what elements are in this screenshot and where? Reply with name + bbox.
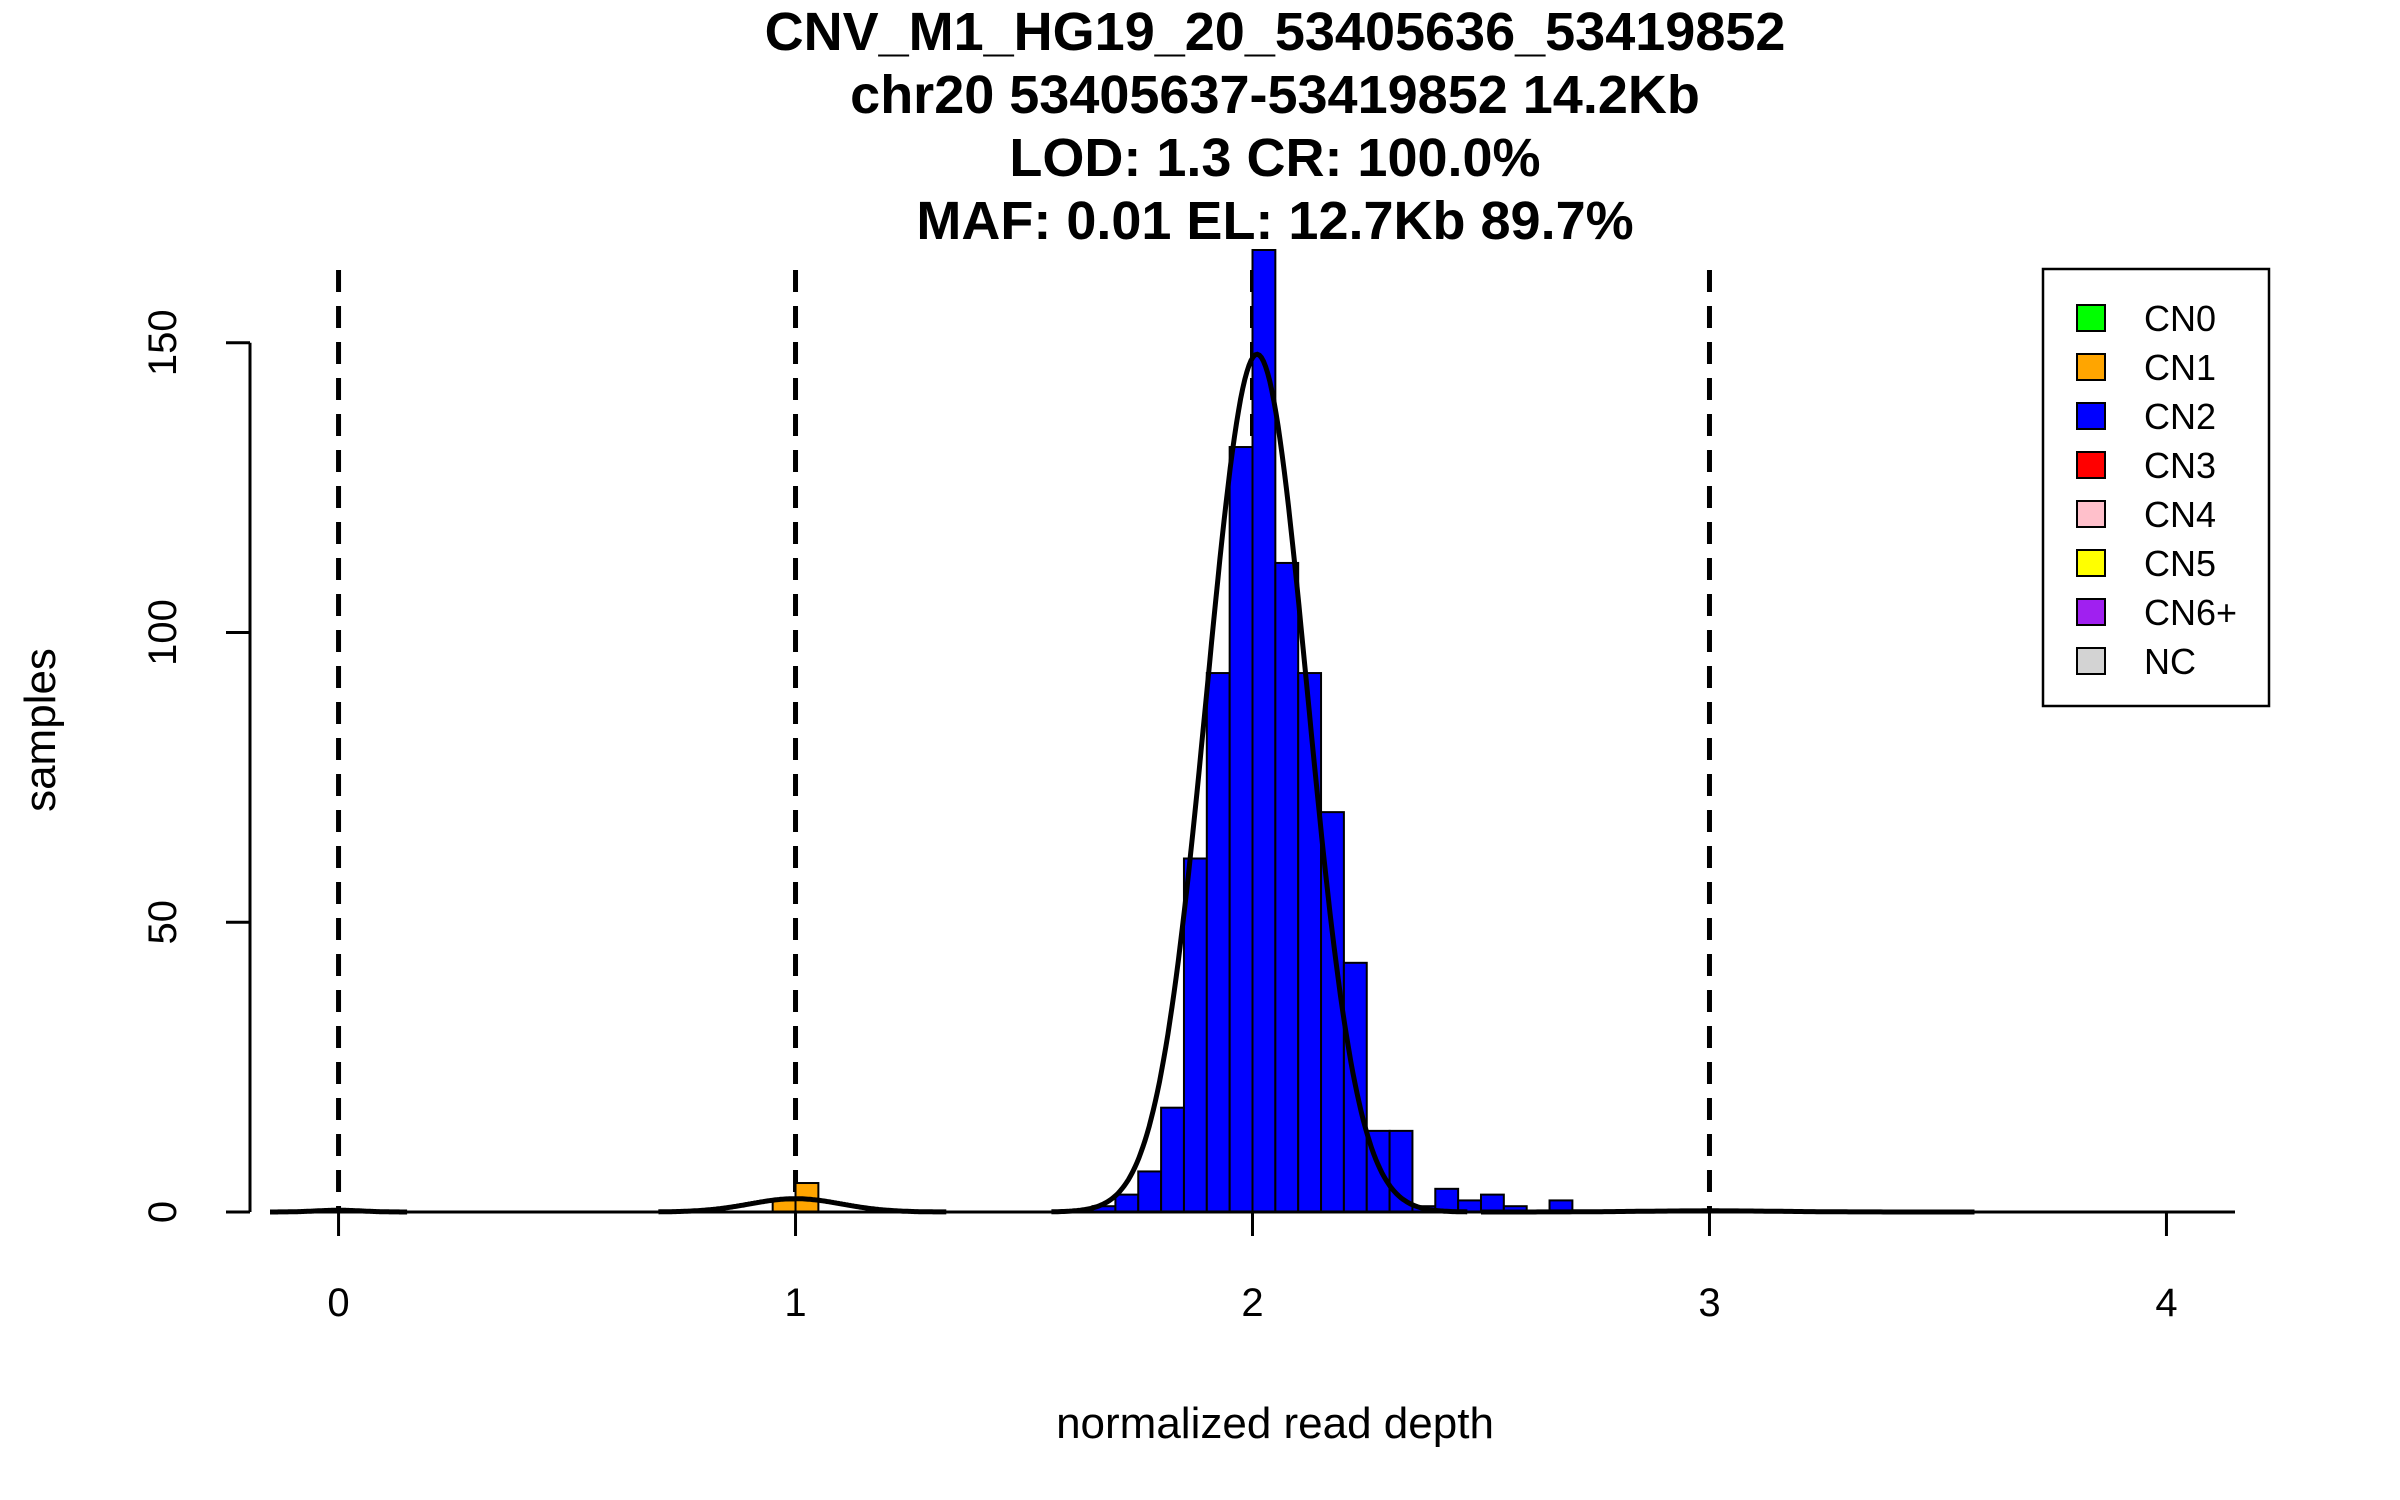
histogram-bar-cn2 [1274,561,1300,1213]
legend-swatch [2076,647,2106,675]
x-tick-label: 4 [2155,1281,2177,1325]
legend-swatch [2076,402,2106,430]
y-tick-label: 50 [141,900,185,945]
x-axis-ticks: 0 1 2 3 4 [327,1212,2178,1325]
density-fit-curves [270,351,1975,1215]
y-axis-ticks: 0 50 100 150 [141,309,250,1223]
histogram-bar-cn2 [1114,1193,1140,1214]
histogram-bar-cn2 [1228,446,1254,1213]
legend-label: CN5 [2144,543,2216,584]
legend-label: CN0 [2144,298,2216,339]
legend-swatch [2076,549,2106,577]
histogram-bar-cn2 [1205,672,1231,1213]
legend: CN0 CN1 CN2 CN3 CN4 CN5 CN6+ NC [2041,267,2271,708]
chart-title: CNV_M1_HG19_20_53405636_53419852 chr20 5… [765,2,1786,251]
histogram-bar-cn2 [1160,1106,1185,1214]
legend-label: CN3 [2144,445,2216,486]
y-tick-label: 100 [141,599,185,666]
legend-label: CN1 [2144,347,2216,388]
legend-label: CN2 [2144,396,2216,437]
histogram-bar-cn2 [1479,1193,1505,1214]
histogram-bar-cn2 [1137,1170,1163,1213]
histogram-bar-cn2 [1182,857,1208,1213]
legend-swatch [2076,500,2106,528]
legend-swatch [2076,598,2106,626]
x-axis-title: normalized read depth [1056,1399,1494,1448]
copy-number-boundaries [336,270,1712,1212]
histogram-bar-cn2 [1297,672,1323,1213]
y-axis-title: samples [16,648,65,812]
axes: 0 1 2 3 4 0 50 100 150 [141,309,2235,1325]
legend-label: CN6+ [2144,592,2237,633]
title-line-2: chr20 53405637-53419852 14.2Kb [850,65,1700,125]
legend-box [2041,267,2271,708]
legend-swatch [2076,451,2106,479]
legend-swatch [2076,304,2106,332]
x-tick-label: 0 [327,1281,349,1325]
histogram-bars [771,249,1574,1214]
legend-label: CN4 [2144,494,2216,535]
x-tick-label: 1 [784,1281,806,1325]
title-line-3: LOD: 1.3 CR: 100.0% [1009,128,1540,188]
fit-curve [1051,351,1468,1215]
x-tick-label: 2 [1241,1281,1263,1325]
x-tick-label: 3 [1698,1281,1720,1325]
legend-swatch [2076,353,2106,381]
title-line-4: MAF: 0.01 EL: 12.7Kb 89.7% [916,191,1633,251]
legend-label: NC [2144,641,2196,682]
y-tick-label: 150 [141,309,185,376]
title-line-1: CNV_M1_HG19_20_53405636_53419852 [765,2,1786,62]
y-tick-label: 0 [141,1201,185,1223]
